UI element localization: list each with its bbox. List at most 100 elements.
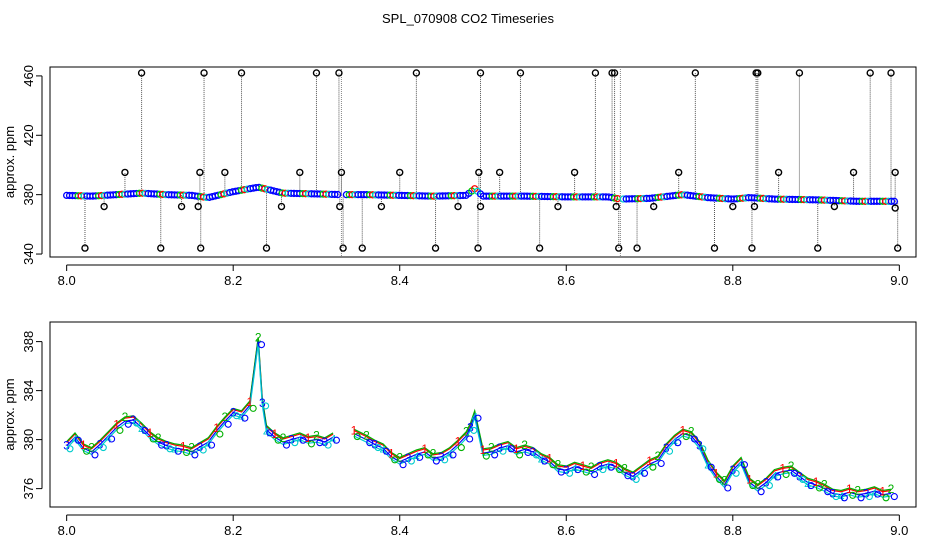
- series-marker: 1: [613, 457, 620, 471]
- x-tick-label: 8.0: [58, 273, 76, 288]
- series-point: [566, 469, 574, 477]
- series-marker: 2: [430, 447, 437, 461]
- series-marker: 1: [646, 454, 653, 468]
- spike-point: [615, 244, 623, 252]
- series-point: [757, 488, 765, 496]
- series-point: [366, 439, 374, 447]
- x-tick-label: 9.0: [890, 523, 908, 538]
- series-point: [282, 441, 291, 449]
- series-marker: 1: [480, 443, 487, 457]
- series-marker: 3: [729, 463, 736, 477]
- series-point: [432, 457, 440, 465]
- series-marker: 1: [580, 459, 587, 473]
- x-tick-label: 8.6: [557, 273, 575, 288]
- bottom-panel: 8.0 8.2 8.4 8.6 8.8 9.0 376 380 384 388 approx. pp…: [2, 321, 917, 538]
- series-point: [591, 470, 599, 479]
- series-point: [491, 451, 499, 459]
- spike-point: [197, 244, 205, 252]
- spike-point: [277, 202, 286, 211]
- spike-point: [157, 244, 165, 252]
- series-point: [91, 451, 99, 459]
- series-point: [124, 420, 132, 428]
- spike-point: [608, 69, 616, 77]
- series-point: [524, 448, 532, 457]
- plot-frame: [49, 321, 917, 508]
- y-tick-label: 460: [21, 65, 36, 87]
- series-point: [441, 456, 449, 464]
- series-point: [391, 456, 399, 464]
- series-marker: 3: [130, 413, 137, 427]
- series-point: [216, 430, 224, 438]
- series-point: [66, 445, 74, 453]
- series-point: [474, 414, 482, 422]
- series-point: [541, 457, 549, 465]
- series-point: [457, 444, 465, 452]
- spike-point: [100, 202, 108, 211]
- series-point: [849, 491, 857, 499]
- series-point: [507, 445, 515, 453]
- series-point: [532, 451, 540, 459]
- spike-point: [339, 244, 347, 252]
- series-point: [332, 436, 340, 444]
- series-point: [382, 447, 390, 455]
- series-marker: 1: [247, 395, 254, 409]
- series-marker: 1: [213, 421, 220, 435]
- spike-point: [570, 168, 579, 177]
- series-point: [99, 444, 107, 452]
- series-marker: 1: [113, 417, 120, 431]
- spike-point: [691, 69, 700, 77]
- series-marker: 2: [854, 483, 861, 497]
- series-point: [824, 488, 832, 496]
- series-point: [307, 440, 316, 448]
- series-point: [874, 490, 882, 498]
- series-marker: 2: [555, 458, 562, 472]
- spike-point: [893, 244, 902, 252]
- series-point: [616, 466, 624, 474]
- series-marker: 3: [829, 487, 836, 501]
- series-point: [699, 445, 707, 453]
- y-tick-label: 420: [21, 124, 36, 146]
- series-point: [574, 466, 582, 474]
- spike-point: [633, 244, 641, 252]
- spike-point: [337, 168, 346, 177]
- series-point: [399, 461, 407, 469]
- series-point: [732, 469, 740, 477]
- series-marker: 2: [463, 425, 470, 439]
- spike-point: [194, 202, 202, 211]
- series-marker: 1: [305, 431, 312, 445]
- series-marker: 3: [663, 441, 670, 455]
- series-marker: 3: [438, 450, 445, 464]
- spike-point: [454, 202, 462, 211]
- series-point: [882, 494, 890, 502]
- spike-point: [137, 69, 146, 77]
- spike-point: [476, 69, 485, 77]
- series-marker: 2: [155, 431, 162, 445]
- series-point: [316, 439, 324, 447]
- series-point: [174, 447, 182, 455]
- series-point: [715, 475, 724, 483]
- series-marker: 3: [596, 460, 603, 474]
- spike-point: [729, 202, 737, 211]
- series-marker: 1: [147, 426, 154, 440]
- spike-point: [200, 69, 208, 77]
- series-marker: 3: [563, 463, 570, 477]
- series-point: [624, 472, 632, 480]
- series-point: [765, 482, 773, 490]
- series-point: [890, 493, 898, 501]
- series-point: [324, 441, 332, 449]
- series-marker: 2: [521, 438, 528, 452]
- series-point: [599, 466, 607, 474]
- series-point: [640, 469, 649, 477]
- series-marker: 3: [259, 396, 266, 410]
- series-point: [83, 447, 91, 455]
- series-point: [291, 439, 299, 447]
- series-point: [149, 435, 157, 443]
- series-marker: 3: [63, 439, 70, 453]
- series-point: [832, 493, 840, 501]
- series-point: [470, 426, 478, 434]
- series-point: [799, 475, 807, 483]
- series-point: [865, 493, 873, 501]
- series-marker: 1: [879, 485, 886, 499]
- spike-point: [475, 168, 483, 177]
